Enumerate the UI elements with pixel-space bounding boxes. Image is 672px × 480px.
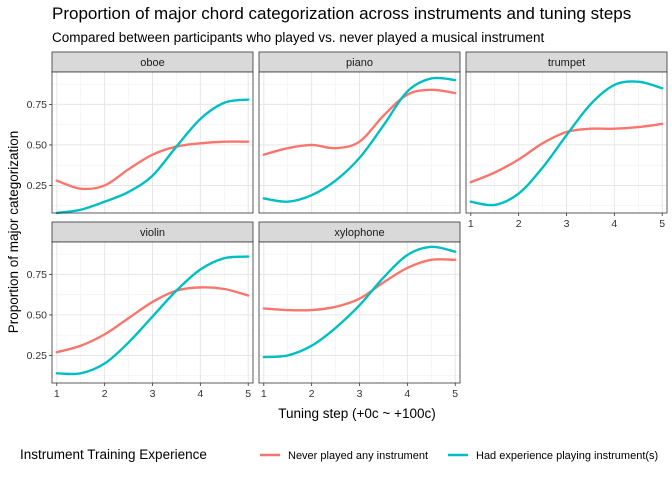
x-tick-label: 1 (468, 218, 474, 230)
y-tick-label: 0.50 (27, 139, 48, 151)
legend-title: Instrument Training Experience (20, 447, 207, 462)
y-tick-label: 0.75 (27, 99, 48, 111)
facet-trumpet: trumpet 1 2 3 4 5 (465, 51, 668, 230)
facet-piano: piano (258, 51, 461, 214)
facet-strip-label: piano (346, 57, 373, 69)
facet-violin: violin 0.25 0.50 0.75 1 2 3 4 5 (27, 221, 254, 400)
x-tick-label: 3 (150, 388, 156, 400)
x-tick-label: 5 (659, 218, 665, 230)
panel-border (51, 71, 254, 214)
chart-subtitle: Compared between participants who played… (52, 30, 545, 45)
x-tick-label: 3 (357, 388, 363, 400)
legend-item-had-experience: Had experience playing instrument(s) (448, 450, 658, 462)
x-tick-label: 5 (245, 388, 251, 400)
series-line-had-experience (262, 245, 457, 359)
series-line-never-played (55, 286, 250, 354)
series-line-never-played (262, 258, 457, 312)
facet-panels: oboe 0.25 0.50 0.75 piano trumpet 1 2 3 4 5 violin 0… (27, 51, 668, 400)
x-tick-label: 4 (611, 218, 617, 230)
legend-item-never-played: Never played any instrument (260, 450, 428, 462)
x-tick-label: 1 (54, 388, 60, 400)
x-tick-label: 3 (564, 218, 570, 230)
facet-strip-label: trumpet (548, 57, 585, 69)
y-tick-label: 0.25 (27, 350, 48, 362)
series-line-never-played (469, 122, 664, 184)
facet-strip-label: oboe (140, 57, 164, 69)
series-line-had-experience (55, 255, 250, 376)
y-tick-label: 0.25 (27, 180, 48, 192)
x-tick-label: 1 (261, 388, 267, 400)
x-tick-label: 2 (102, 388, 108, 400)
series-line-never-played (55, 140, 250, 191)
facet-strip-label: violin (140, 227, 165, 239)
legend-label: Had experience playing instrument(s) (476, 450, 658, 462)
y-tick-label: 0.75 (27, 269, 48, 281)
legend-label: Never played any instrument (288, 450, 428, 462)
series-line-had-experience (55, 98, 250, 215)
facet-oboe: oboe 0.25 0.50 0.75 (27, 51, 254, 215)
x-tick-label: 2 (516, 218, 522, 230)
facet-xylophone: xylophone 1 2 3 4 5 (258, 221, 461, 400)
x-axis-title: Tuning step (+0c ~ +100c) (278, 406, 435, 421)
facet-strip-label: xylophone (334, 227, 384, 239)
series-line-had-experience (262, 76, 457, 203)
x-tick-label: 4 (404, 388, 410, 400)
x-tick-label: 4 (197, 388, 203, 400)
series-line-never-played (262, 88, 457, 156)
gridlines (259, 242, 460, 383)
legend-items: Never played any instrument Had experienc… (260, 450, 658, 462)
y-axis-title: Proportion of major categorization (6, 131, 21, 334)
x-tick-label: 2 (309, 388, 315, 400)
series-line-had-experience (469, 80, 664, 207)
legend: Instrument Training Experience Never pla… (20, 447, 658, 462)
panel-border (258, 71, 461, 214)
y-tick-label: 0.50 (27, 309, 48, 321)
x-tick-label: 5 (452, 388, 458, 400)
chart-title: Proportion of major chord categorization… (52, 4, 631, 23)
